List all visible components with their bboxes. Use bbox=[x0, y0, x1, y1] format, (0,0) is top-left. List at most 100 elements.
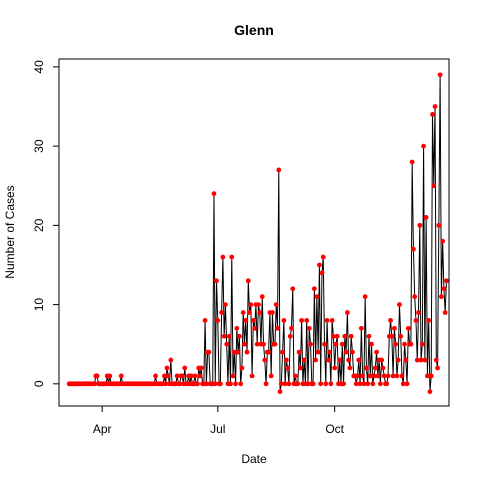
data-point bbox=[270, 310, 275, 315]
data-point bbox=[353, 381, 359, 387]
data-point bbox=[286, 381, 292, 387]
data-point bbox=[361, 381, 367, 387]
data-point bbox=[212, 381, 218, 387]
data-point bbox=[397, 302, 402, 307]
data-point bbox=[384, 381, 390, 387]
data-point bbox=[416, 310, 421, 315]
data-point bbox=[411, 246, 416, 252]
data-point bbox=[395, 357, 401, 363]
data-point bbox=[436, 222, 442, 228]
data-point bbox=[328, 381, 334, 387]
data-point bbox=[224, 341, 230, 347]
data-point bbox=[431, 183, 437, 189]
data-point bbox=[442, 310, 448, 315]
data-point bbox=[234, 325, 240, 331]
data-point bbox=[215, 318, 221, 323]
data-point bbox=[322, 341, 327, 347]
data-point bbox=[283, 357, 289, 363]
data-point bbox=[389, 333, 395, 339]
data-point bbox=[268, 373, 274, 379]
data-point bbox=[248, 302, 254, 307]
data-point bbox=[430, 112, 435, 117]
data-point bbox=[374, 349, 379, 355]
data-point bbox=[211, 191, 217, 197]
data-point bbox=[347, 365, 353, 371]
data-point bbox=[179, 373, 185, 379]
data-point bbox=[295, 381, 301, 387]
data-point bbox=[273, 302, 279, 307]
data-point bbox=[323, 381, 329, 387]
data-point bbox=[427, 389, 433, 395]
data-point bbox=[249, 373, 255, 379]
data-point bbox=[94, 373, 100, 379]
data-point bbox=[432, 104, 438, 109]
data-point bbox=[385, 373, 391, 379]
data-point bbox=[399, 373, 405, 379]
data-point bbox=[370, 381, 376, 387]
data-point bbox=[188, 373, 194, 379]
data-point bbox=[423, 215, 429, 220]
data-point bbox=[342, 333, 348, 339]
data-point bbox=[233, 381, 238, 387]
x-tick-label: Jul bbox=[210, 422, 225, 436]
data-point bbox=[282, 381, 288, 387]
data-point bbox=[244, 349, 250, 355]
data-point bbox=[435, 365, 440, 371]
data-point bbox=[379, 357, 385, 363]
data-point bbox=[365, 381, 371, 387]
data-point bbox=[276, 167, 282, 173]
data-point bbox=[229, 254, 235, 260]
data-point bbox=[391, 325, 397, 331]
data-point bbox=[313, 357, 319, 363]
data-point bbox=[358, 325, 364, 331]
x-tick-label: Apr bbox=[93, 422, 112, 436]
data-point bbox=[369, 341, 374, 347]
data-point bbox=[174, 373, 180, 379]
data-point bbox=[355, 373, 360, 379]
data-point bbox=[402, 341, 407, 347]
data-point bbox=[366, 333, 372, 339]
data-point bbox=[228, 381, 233, 387]
data-point bbox=[378, 381, 383, 387]
data-point bbox=[350, 349, 355, 355]
data-point bbox=[371, 373, 377, 379]
data-point bbox=[404, 381, 410, 387]
data-point bbox=[231, 349, 237, 355]
data-point bbox=[214, 278, 219, 284]
chart-title: Glenn bbox=[234, 22, 274, 38]
data-point bbox=[256, 302, 261, 307]
data-point bbox=[281, 318, 287, 323]
data-point bbox=[433, 357, 439, 363]
data-point bbox=[254, 341, 260, 347]
data-point bbox=[367, 373, 373, 379]
data-point bbox=[419, 341, 425, 347]
data-point bbox=[412, 294, 418, 300]
data-point bbox=[426, 318, 432, 323]
data-point bbox=[242, 341, 247, 347]
data-point bbox=[408, 341, 414, 347]
data-point bbox=[357, 381, 363, 387]
data-point bbox=[223, 302, 228, 307]
data-point bbox=[422, 357, 428, 363]
data-point bbox=[343, 349, 349, 355]
data-point bbox=[299, 318, 305, 323]
data-point bbox=[192, 373, 198, 379]
data-point bbox=[314, 294, 320, 300]
data-point bbox=[440, 238, 446, 244]
data-point bbox=[243, 318, 249, 323]
data-point bbox=[285, 365, 291, 371]
data-point bbox=[217, 381, 223, 387]
data-point bbox=[297, 365, 303, 371]
data-point bbox=[164, 365, 170, 371]
data-point bbox=[360, 373, 366, 379]
data-point bbox=[165, 373, 171, 379]
data-point bbox=[403, 357, 409, 363]
data-point bbox=[421, 143, 426, 149]
data-point bbox=[287, 333, 293, 339]
data-point bbox=[263, 381, 269, 387]
data-point bbox=[317, 262, 322, 268]
data-point bbox=[405, 325, 411, 331]
plot-frame bbox=[58, 58, 450, 407]
data-point bbox=[372, 365, 378, 371]
